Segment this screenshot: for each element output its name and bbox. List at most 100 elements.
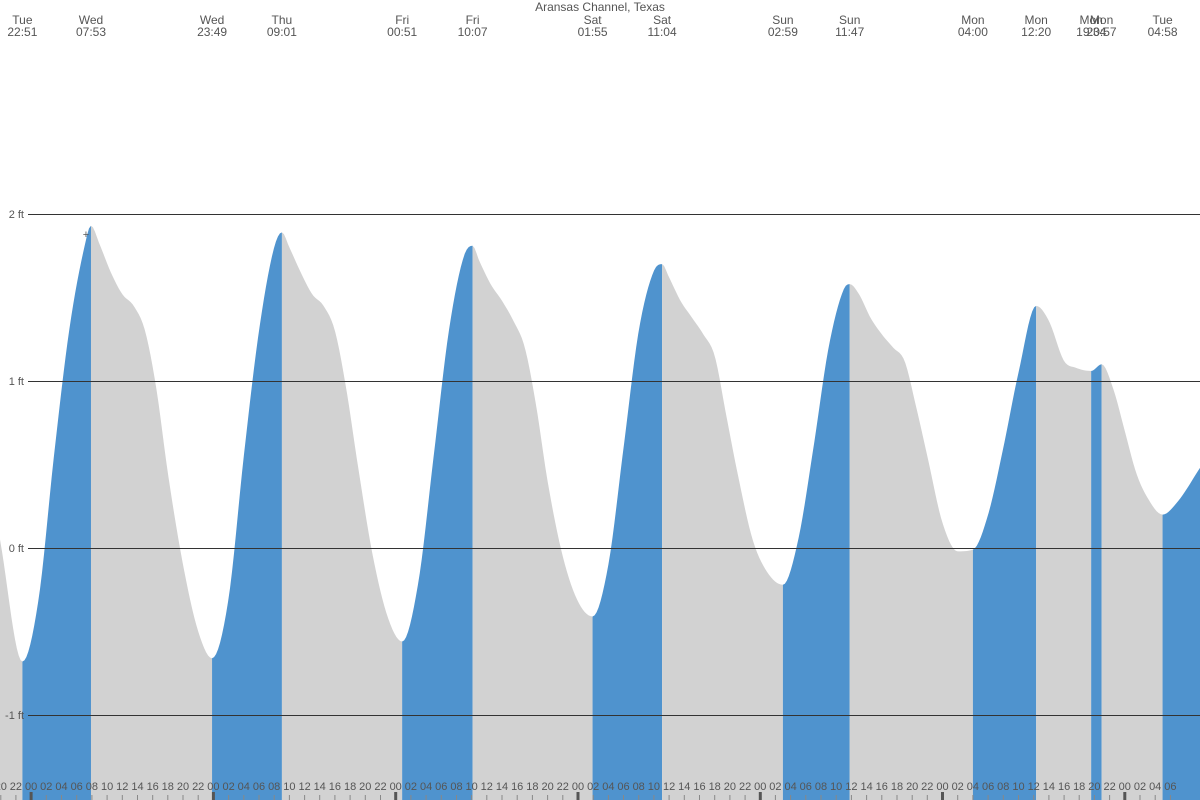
rising-tide-segment bbox=[972, 305, 1037, 800]
x-tick-label: 06 bbox=[71, 781, 83, 793]
x-tick-label: 16 bbox=[876, 781, 888, 793]
x-tick-label: 04 bbox=[238, 781, 250, 793]
x-tick-label: 14 bbox=[678, 781, 690, 793]
x-tick-label: 00 bbox=[390, 781, 402, 793]
x-tick-label: 00 bbox=[754, 781, 766, 793]
tide-event-day: Tue bbox=[12, 13, 33, 27]
x-tick-label: 14 bbox=[314, 781, 326, 793]
x-tick-label: 16 bbox=[511, 781, 523, 793]
tide-event-day: Sun bbox=[772, 13, 793, 27]
x-tick-label: 06 bbox=[435, 781, 447, 793]
x-tick-label: 04 bbox=[55, 781, 67, 793]
tide-event-time: 01:55 bbox=[578, 25, 608, 39]
x-tick-label: 00 bbox=[25, 781, 37, 793]
falling-tide-segment bbox=[0, 539, 23, 800]
x-tick-label: 12 bbox=[845, 781, 857, 793]
tide-event-time: 20:57 bbox=[1087, 25, 1117, 39]
x-tick-label: 00 bbox=[572, 781, 584, 793]
y-tick-label: -1 ft bbox=[5, 710, 24, 722]
x-tick-label: 20 bbox=[0, 781, 7, 793]
rising-tide-segment bbox=[22, 225, 91, 800]
tide-event-day: Mon bbox=[1090, 13, 1113, 27]
x-tick-label: 14 bbox=[496, 781, 508, 793]
falling-tide-segment bbox=[281, 232, 403, 800]
y-tick-label: 1 ft bbox=[9, 376, 24, 388]
x-tick-label: 16 bbox=[1058, 781, 1070, 793]
x-tick-label: 12 bbox=[481, 781, 493, 793]
tide-event-time: 23:49 bbox=[197, 25, 227, 39]
x-tick-label: 08 bbox=[997, 781, 1009, 793]
x-tick-label: 10 bbox=[830, 781, 842, 793]
x-tick-label: 02 bbox=[587, 781, 599, 793]
x-tick-label: 04 bbox=[1149, 781, 1161, 793]
x-tick-label: 18 bbox=[709, 781, 721, 793]
tide-event-day: Mon bbox=[1080, 13, 1103, 27]
rising-tide-segment bbox=[1162, 467, 1200, 800]
tide-event-time: 04:00 bbox=[958, 25, 988, 39]
tide-event-time: 10:07 bbox=[458, 25, 488, 39]
x-tick-label: 06 bbox=[1164, 781, 1176, 793]
rising-tide-segment bbox=[782, 284, 850, 800]
x-tick-label: 12 bbox=[116, 781, 128, 793]
tide-event-day: Mon bbox=[1025, 13, 1048, 27]
rising-tide-segment bbox=[212, 232, 282, 800]
x-tick-label: 10 bbox=[283, 781, 295, 793]
x-tick-label: 22 bbox=[739, 781, 751, 793]
falling-tide-segment bbox=[1101, 364, 1163, 800]
falling-tide-segment bbox=[662, 264, 783, 800]
x-tick-label: 20 bbox=[541, 781, 553, 793]
tide-event-day: Tue bbox=[1152, 13, 1173, 27]
x-tick-label: 22 bbox=[1103, 781, 1115, 793]
x-tick-label: 02 bbox=[222, 781, 234, 793]
x-tick-label: 18 bbox=[344, 781, 356, 793]
tide-event-time: 22:51 bbox=[7, 25, 37, 39]
tide-event-day: Sat bbox=[584, 13, 603, 27]
chart-title: Aransas Channel, Texas bbox=[535, 0, 665, 14]
x-tick-label: 20 bbox=[359, 781, 371, 793]
tide-event-labels: Tue22:51Wed07:53Wed23:49Thu09:01Fri00:51… bbox=[7, 13, 1178, 39]
x-tick-label: 04 bbox=[784, 781, 796, 793]
tide-area-layer bbox=[0, 225, 1200, 800]
x-tick-label: 18 bbox=[162, 781, 174, 793]
tide-event-day: Thu bbox=[272, 13, 293, 27]
x-tick-label: 22 bbox=[10, 781, 22, 793]
x-axis: 2022000204060810121416182022000204060810… bbox=[0, 781, 1177, 800]
x-tick-label: 06 bbox=[617, 781, 629, 793]
x-tick-label: 10 bbox=[648, 781, 660, 793]
x-tick-label: 14 bbox=[860, 781, 872, 793]
falling-tide-segment bbox=[1036, 305, 1092, 800]
tide-event-day: Mon bbox=[961, 13, 984, 27]
tide-event-time: 04:58 bbox=[1148, 25, 1178, 39]
tide-event-time: 19:34 bbox=[1076, 25, 1106, 39]
x-tick-label: 06 bbox=[253, 781, 265, 793]
tide-event-day: Sat bbox=[653, 13, 672, 27]
x-tick-label: 20 bbox=[1088, 781, 1100, 793]
x-tick-label: 06 bbox=[800, 781, 812, 793]
x-tick-label: 00 bbox=[1119, 781, 1131, 793]
y-tick-label: 0 ft bbox=[9, 543, 24, 555]
gridline-layer bbox=[28, 214, 1200, 716]
y-tick-label: 2 ft bbox=[9, 209, 24, 221]
x-tick-label: 00 bbox=[936, 781, 948, 793]
x-tick-label: 22 bbox=[374, 781, 386, 793]
x-tick-label: 22 bbox=[557, 781, 569, 793]
y-axis-labels: 2 ft 1 ft 0 ft -1 ft + bbox=[5, 209, 89, 722]
falling-tide-segment bbox=[849, 284, 973, 800]
x-tick-label: 10 bbox=[1012, 781, 1024, 793]
x-tick-label: 22 bbox=[192, 781, 204, 793]
tide-event-day: Wed bbox=[79, 13, 103, 27]
cursor-marker: + bbox=[83, 229, 89, 241]
x-tick-label: 04 bbox=[602, 781, 614, 793]
falling-tide-segment bbox=[472, 245, 593, 800]
